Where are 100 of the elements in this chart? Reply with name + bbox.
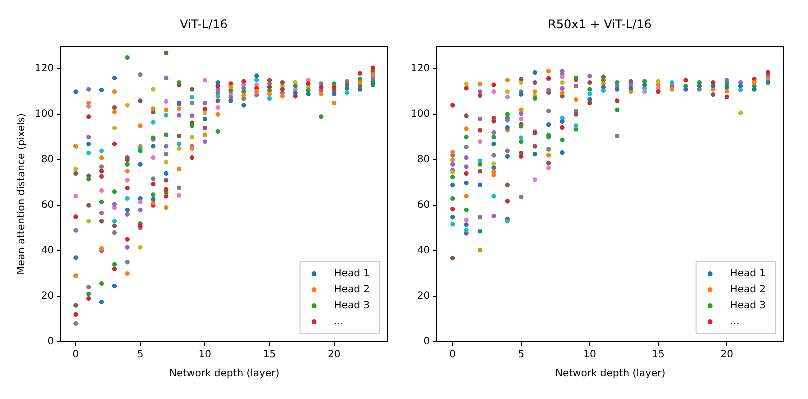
point — [615, 87, 620, 92]
point — [293, 90, 298, 96]
point — [164, 76, 169, 81]
point — [280, 80, 285, 86]
point — [99, 281, 104, 286]
point — [74, 171, 78, 176]
point — [450, 207, 456, 212]
point — [86, 114, 92, 120]
point — [684, 78, 688, 83]
y-tick-label: 80 — [41, 154, 54, 166]
point — [138, 245, 143, 250]
point — [532, 70, 538, 76]
point — [86, 296, 92, 302]
point — [112, 90, 118, 94]
point — [560, 74, 565, 80]
point — [86, 177, 92, 182]
point — [670, 87, 675, 92]
point — [164, 99, 169, 104]
point — [450, 175, 456, 180]
point — [464, 156, 469, 160]
point — [99, 164, 104, 170]
point — [164, 144, 169, 149]
x-axis-title: Network depth (layer) — [555, 368, 666, 380]
point — [125, 103, 130, 108]
point — [492, 153, 496, 158]
point — [358, 87, 363, 92]
x-tick-label: 20 — [720, 350, 734, 361]
point — [601, 85, 606, 90]
point — [112, 76, 118, 81]
point — [86, 292, 92, 297]
point — [588, 80, 592, 86]
y-tick-label: 20 — [417, 291, 430, 302]
point — [151, 182, 156, 186]
point — [519, 108, 524, 112]
point — [532, 96, 538, 101]
point — [345, 86, 350, 91]
point — [464, 82, 469, 86]
point — [242, 103, 246, 108]
point — [588, 92, 592, 96]
point — [138, 148, 143, 154]
point — [125, 271, 130, 276]
point — [574, 98, 579, 102]
chart-title: R50x1 + ViT-L/16 — [548, 17, 652, 32]
x-tick-label: 10 — [198, 350, 212, 361]
y-tick-label: 60 — [417, 200, 430, 212]
x-tick-label: 5 — [137, 350, 144, 361]
x-tick-label: 15 — [263, 350, 276, 361]
point — [574, 124, 579, 128]
point — [112, 142, 118, 146]
point — [615, 98, 620, 104]
point — [546, 108, 552, 114]
point — [177, 142, 182, 146]
point — [546, 161, 552, 166]
point — [267, 96, 272, 101]
legend-label: Head 3 — [730, 300, 766, 312]
point — [216, 129, 220, 134]
point — [138, 224, 143, 228]
point — [464, 208, 469, 212]
point — [242, 92, 246, 98]
legend-label: Head 3 — [334, 300, 370, 312]
point — [370, 66, 376, 70]
point — [112, 190, 118, 194]
point — [505, 126, 510, 130]
point — [478, 116, 483, 122]
point — [370, 82, 376, 88]
point — [505, 118, 510, 123]
point — [492, 116, 496, 121]
point — [505, 90, 510, 94]
point — [464, 194, 469, 199]
point — [190, 114, 195, 118]
point — [478, 128, 483, 133]
point — [280, 87, 285, 92]
point — [588, 74, 592, 79]
point — [505, 148, 510, 154]
point — [164, 108, 169, 112]
point — [177, 134, 182, 139]
point — [177, 106, 182, 112]
point — [202, 100, 208, 106]
y-tick-label: 80 — [417, 154, 430, 166]
point — [99, 148, 104, 154]
point — [464, 114, 469, 118]
point — [190, 87, 195, 92]
point — [588, 87, 592, 92]
point — [151, 120, 156, 125]
point — [138, 72, 143, 78]
point — [519, 194, 524, 200]
point — [202, 106, 208, 112]
point — [99, 188, 104, 194]
chart-title: ViT-L/16 — [180, 17, 228, 32]
x-tick-label: 15 — [652, 350, 665, 361]
point — [254, 78, 260, 83]
point — [628, 86, 634, 91]
point — [492, 90, 496, 94]
point — [450, 222, 456, 227]
y-axis-title: Mean attention distance (pixels) — [16, 113, 28, 275]
point — [319, 92, 324, 96]
point — [125, 186, 130, 191]
point — [546, 122, 552, 128]
point — [738, 84, 744, 88]
point — [74, 303, 78, 308]
